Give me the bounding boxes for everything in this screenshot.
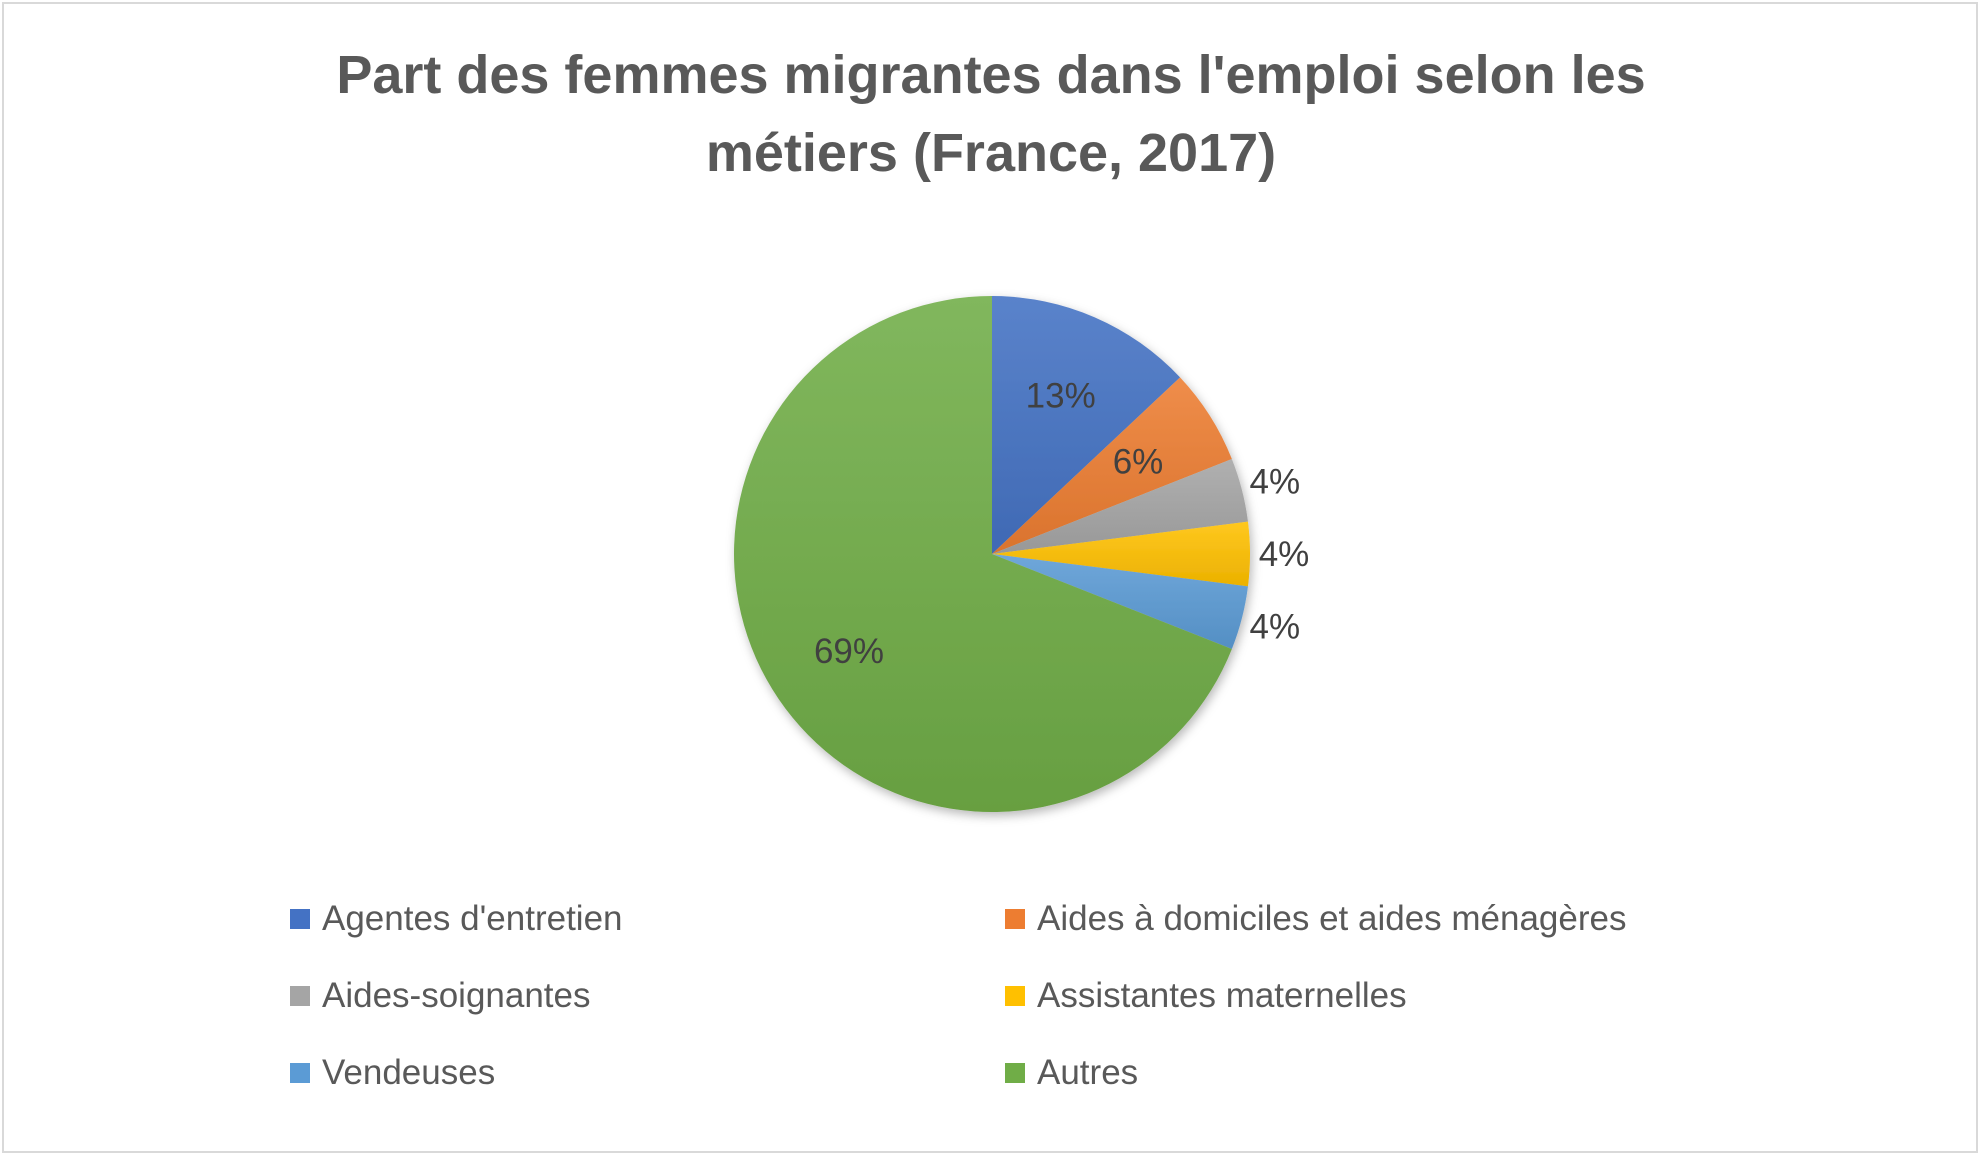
- legend-label: Aides à domiciles et aides ménagères: [1037, 899, 1627, 938]
- chart-title-line-2: métiers (France, 2017): [705, 123, 1277, 183]
- legend-swatch: [290, 1063, 310, 1083]
- legend-label: Vendeuses: [322, 1053, 496, 1092]
- legend-item-6: Autres: [1005, 1051, 1138, 1095]
- legend-swatch: [1005, 1063, 1025, 1083]
- legend-label: Assistantes maternelles: [1037, 976, 1407, 1015]
- legend-item-5: Vendeuses: [290, 1051, 495, 1095]
- pie-slice-5: [992, 554, 1248, 649]
- pie-slice-4: [992, 521, 1251, 587]
- legend-label: Agentes d'entretien: [322, 899, 623, 938]
- legend-item-2: Aides à domiciles et aides ménagères: [1005, 897, 1626, 941]
- legend-item-1: Agentes d'entretien: [290, 897, 623, 941]
- legend-swatch: [290, 986, 310, 1006]
- legend-item-4: Assistantes maternelles: [1005, 974, 1407, 1018]
- data-label-6: 69%: [814, 632, 884, 671]
- pie-slice-3: [992, 459, 1248, 554]
- data-label-3: 4%: [1250, 462, 1301, 501]
- pie-slice-2: [992, 377, 1232, 554]
- legend-swatch: [290, 909, 310, 929]
- legend-label: Autres: [1037, 1053, 1139, 1092]
- data-label-1: 13%: [1026, 376, 1096, 415]
- legend-swatch: [1005, 909, 1025, 929]
- chart-title-line-1: Part des femmes migrantes dans l'emploi …: [336, 45, 1646, 105]
- chart-title: Part des femmes migrantes dans l'emploi …: [0, 36, 1982, 192]
- legend-label: Aides-soignantes: [322, 976, 591, 1015]
- legend-item-3: Aides-soignantes: [290, 974, 591, 1018]
- data-label-5: 4%: [1250, 608, 1301, 647]
- data-label-4: 4%: [1259, 535, 1310, 574]
- legend-swatch: [1005, 986, 1025, 1006]
- pie-slice-6: [733, 296, 1232, 812]
- data-label-2: 6%: [1113, 442, 1164, 481]
- pie-slice-1: [992, 296, 1181, 554]
